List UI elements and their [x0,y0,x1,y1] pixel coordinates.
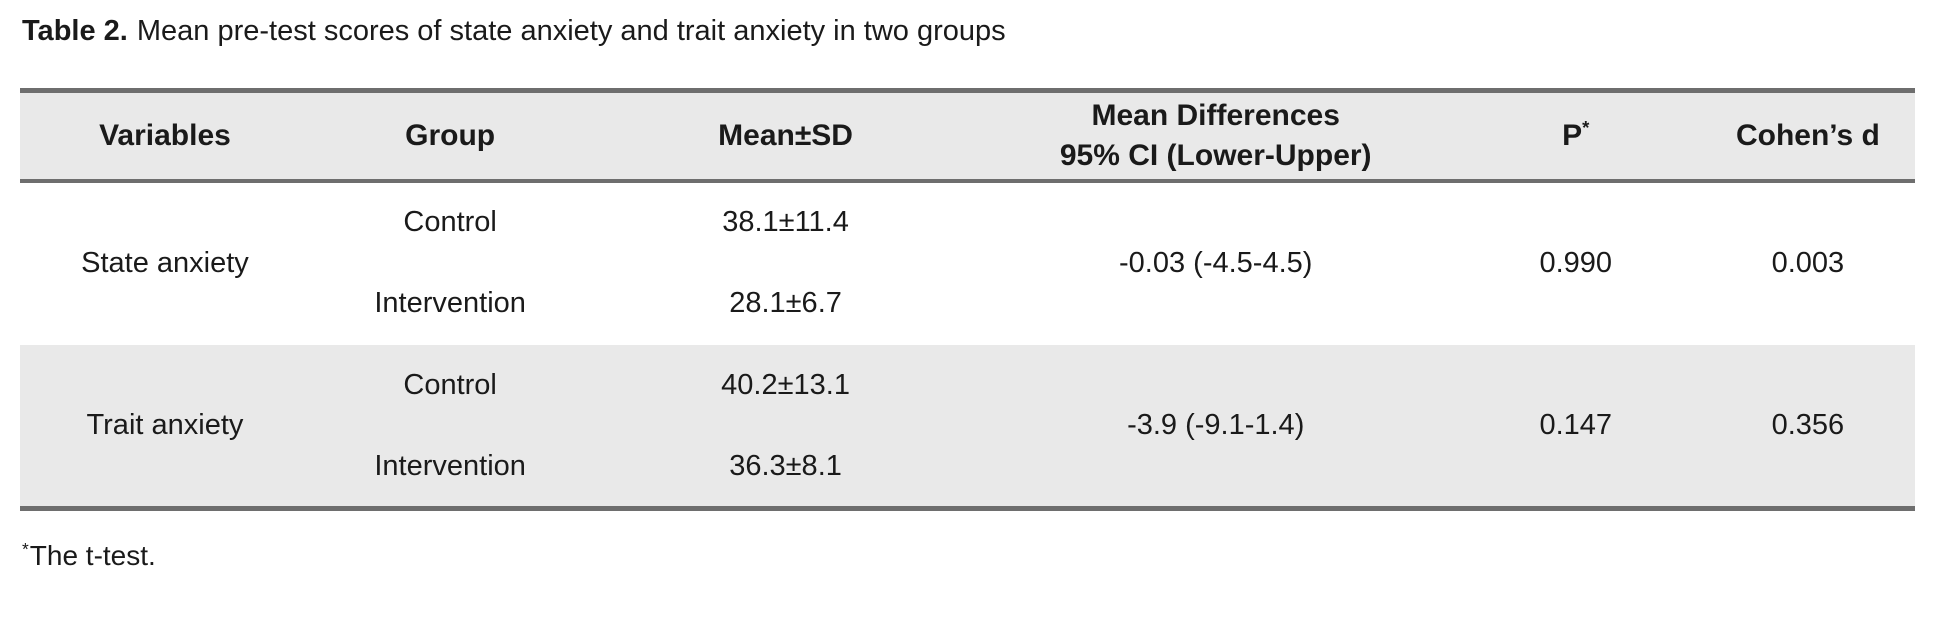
table-caption-number: Table 2. [22,15,128,47]
table-footnote: *The t-test. [22,539,1915,573]
cell-variable-state-anxiety: State anxiety [20,180,310,345]
cell-cohens-d: 0.003 [1700,180,1915,345]
header-p-value: P* [1450,90,1701,183]
table-row-state-intervention: Intervention 28.1±6.7 [20,262,1915,345]
cell-mean-sd: 28.1±6.7 [590,262,981,345]
cell-variable-trait-anxiety: Trait anxiety [20,344,310,509]
cell-mean-difference: -0.03 (-4.5-4.5) [980,180,1451,345]
cell-group-intervention: Intervention [309,426,591,509]
header-mean-sd: Mean±SD [590,90,981,183]
cell-group-intervention: Intervention [309,262,591,345]
table-caption-text: Mean pre-test scores of state anxiety an… [136,15,1006,47]
footnote-text: The t-test. [29,540,156,571]
table-caption: Table 2. Mean pre-test scores of state an… [22,12,1915,50]
header-mean-differences: Mean Differences 95% CI (Lower-Upper) [980,90,1451,183]
header-group: Group [309,90,591,183]
anxiety-pretest-table: Variables Group Mean±SD Mean Differences… [20,88,1915,511]
header-variables: Variables [20,90,310,183]
table-row-trait-control: Trait anxiety Control 40.2±13.1 -3.9 (-9… [20,344,1915,509]
footnote-asterisk: * [22,538,29,559]
header-cohens-d: Cohen’s d [1700,90,1915,183]
header-p-value-label: P [1562,118,1583,152]
table-row-trait-intervention: Intervention 36.3±8.1 [20,426,1915,509]
table-row-state-control: State anxiety Control 38.1±11.4 -0.03 (-… [20,180,1915,345]
cell-mean-difference: -3.9 (-9.1-1.4) [980,344,1451,509]
header-mean-differences-line1: Mean Differences [1091,98,1340,132]
header-row: Variables Group Mean±SD Mean Differences… [20,90,1915,183]
cell-mean-sd: 40.2±13.1 [590,344,981,427]
cell-p-value: 0.990 [1450,180,1701,345]
header-p-value-asterisk: * [1582,116,1590,138]
cell-group-control: Control [309,180,591,263]
cell-group-control: Control [309,344,591,427]
header-mean-differences-line2: 95% CI (Lower-Upper) [1059,138,1372,172]
cell-mean-sd: 36.3±8.1 [590,426,981,509]
cell-p-value: 0.147 [1450,344,1701,509]
page: Table 2. Mean pre-test scores of state an… [20,12,1915,573]
cell-cohens-d: 0.356 [1700,344,1915,509]
cell-mean-sd: 38.1±11.4 [590,180,981,263]
